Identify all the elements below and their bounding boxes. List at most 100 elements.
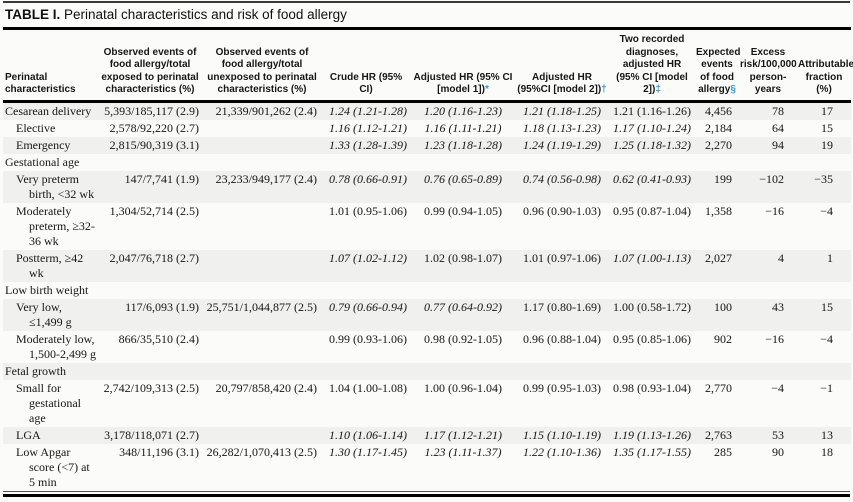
row-label: Postterm, ≥42 wk: [16, 250, 84, 280]
row-label: LGA: [16, 427, 41, 442]
col-header-perinatal-characteristics: Perinatal characteristics: [3, 28, 97, 103]
cell-adjusted-hr-model1: 0.99 (0.94-1.05): [424, 203, 502, 218]
cell-crude-hr: 1.24 (1.21-1.28): [329, 103, 407, 118]
col-header-adjusted-hr-model1: Adjusted HR (95% CI [model 1])*: [411, 28, 515, 103]
cell-crude-hr: 0.78 (0.66-0.91): [329, 171, 407, 186]
cell-unexposed: [203, 331, 321, 363]
table-row-moderately-low: Moderately low, 1,500-2,499 g 866/35,510…: [3, 331, 851, 363]
cell-unexposed: [203, 203, 321, 250]
col-header-excess-risk: Excess risk/100,000 person-years: [739, 28, 797, 103]
cell-adjusted-hr-model2: 0.96 (0.88-1.04): [523, 331, 601, 346]
cell-crude-hr: 1.30 (1.17-1.45): [329, 444, 407, 459]
cell-unexposed: 21,339/901,262 (2.4): [215, 103, 317, 118]
table-row-postterm: Postterm, ≥42 wk 2,047/76,718 (2.7) 1.07…: [3, 249, 851, 282]
section-row-gestational-age: Gestational age: [3, 154, 851, 171]
cell-crude-hr: 1.01 (0.95-1.06): [329, 203, 407, 218]
cell-exposed: 147/7,741 (1.9): [124, 171, 199, 186]
table-row-elective: Elective 2,578/92,220 (2.7) 1.16 (1.12-1…: [3, 120, 851, 137]
cell-attributable-fraction: 15: [821, 120, 833, 135]
cell-excess-risk: 53: [772, 427, 784, 442]
cell-attributable-fraction: 1: [827, 250, 833, 265]
cell-excess-risk: 90: [772, 444, 784, 459]
cell-unexposed: 20,797/858,420 (2.4): [215, 380, 317, 395]
footnote-dagger: †: [601, 84, 607, 95]
cell-adjusted-hr-model1: 0.98 (0.92-1.05): [424, 331, 502, 346]
cell-attributable-fraction: −4: [820, 203, 833, 218]
cell-attributable-fraction: 19: [821, 137, 833, 152]
cell-crude-hr: 1.07 (1.02-1.12): [329, 250, 407, 265]
cell-expected-events: 2,770: [705, 380, 732, 395]
table-row-lga: LGA 3,178/118,071 (2.7) 1.10 (1.06-1.14)…: [3, 426, 851, 444]
cell-excess-risk: −16: [765, 203, 784, 218]
table-row-small-for-gestational-age: Small for gestational age 2,742/109,313 …: [3, 380, 851, 427]
row-label: Elective: [16, 120, 56, 135]
cell-adjusted-hr-model2: 0.99 (0.95-1.03): [523, 380, 601, 395]
cell-unexposed: 26,282/1,070,413 (2.5): [206, 444, 317, 459]
col-header-observed-unexposed: Observed events of food allergy/total un…: [203, 28, 321, 103]
cell-excess-risk: 94: [772, 137, 784, 152]
cell-expected-events: 2,763: [705, 427, 732, 442]
cell-adjusted-hr-model2: 1.17 (0.80-1.69): [523, 299, 601, 314]
cell-two-recorded: 1.21 (1.16-1.26): [613, 103, 691, 118]
cell-adjusted-hr-model2: 1.01 (0.97-1.06): [523, 250, 601, 265]
cell-adjusted-hr-model1: 1.00 (0.96-1.04): [424, 380, 502, 395]
row-label: Very preterm birth, <32 wk: [16, 171, 95, 201]
cell-excess-risk: −4: [771, 380, 784, 395]
perinatal-characteristics-table: Perinatal characteristics Observed event…: [3, 27, 853, 491]
cell-exposed: 1,304/52,714 (2.5): [109, 203, 199, 218]
section-label: Low birth weight: [5, 282, 89, 297]
cell-two-recorded: 0.95 (0.85-1.06): [613, 331, 691, 346]
cell-two-recorded: 1.19 (1.13-1.26): [613, 427, 691, 442]
cell-adjusted-hr-model2: 1.24 (1.19-1.29): [523, 137, 601, 152]
cell-expected-events: 1,358: [705, 203, 732, 218]
cell-two-recorded: 1.35 (1.17-1.55): [613, 444, 691, 459]
footnote-double-dagger: ‡: [655, 84, 661, 95]
cell-two-recorded: 0.98 (0.93-1.04): [613, 380, 691, 395]
row-label: Very low, ≤1,499 g: [16, 299, 72, 329]
cell-attributable-fraction: −4: [820, 331, 833, 346]
cell-adjusted-hr-model1: 0.77 (0.64-0.92): [424, 299, 502, 314]
table-row-low-apgar: Low Apgar score (<7) at 5 min 348/11,196…: [3, 444, 851, 491]
cell-adjusted-hr-model1: 1.20 (1.16-1.23): [424, 103, 502, 118]
cell-exposed: 348/11,196 (3.1): [119, 444, 199, 459]
bottom-thick-rule: [3, 493, 850, 497]
cell-expected-events: 199: [714, 171, 732, 186]
bottom-thin-rule: [3, 490, 850, 492]
cell-crude-hr: 1.16 (1.12-1.21): [329, 120, 407, 135]
cell-exposed: 2,578/92,220 (2.7): [109, 120, 199, 135]
cell-two-recorded: 1.17 (1.10-1.24): [613, 120, 691, 135]
row-label: Emergency: [16, 137, 71, 152]
row-label: Moderately preterm, ≥32-36 wk: [16, 203, 95, 248]
cell-crude-hr: 1.33 (1.28-1.39): [329, 137, 407, 152]
row-label: Cesarean delivery: [5, 103, 92, 118]
table-body: Cesarean delivery 5,393/185,117 (2.9) 21…: [3, 101, 851, 491]
table-title: TABLE I. Perinatal characteristics and r…: [3, 3, 850, 27]
section-row-fetal-growth: Fetal growth: [3, 362, 851, 380]
cell-exposed: 5,393/185,117 (2.9): [104, 103, 199, 118]
cell-crude-hr: 1.04 (1.00-1.08): [329, 380, 407, 395]
section-label: Fetal growth: [5, 363, 66, 378]
cell-exposed: 866/35,510 (2.4): [118, 331, 199, 346]
col-header-crude-hr: Crude HR (95% CI): [321, 28, 411, 103]
cell-crude-hr: 0.79 (0.66-0.94): [329, 299, 407, 314]
cell-unexposed: 25,751/1,044,877 (2.5): [206, 299, 317, 314]
cell-expected-events: 285: [714, 444, 732, 459]
col-header-two-recorded-diagnoses: Two recorded diagnoses, adjusted HR (95%…: [609, 28, 695, 103]
cell-adjusted-hr-model1: 1.02 (0.98-1.07): [424, 250, 502, 265]
cell-adjusted-hr-model2: 1.21 (1.18-1.25): [523, 103, 601, 118]
cell-adjusted-hr-model1: 1.16 (1.11-1.21): [424, 120, 502, 135]
cell-adjusted-hr-model2: 0.96 (0.90-1.03): [523, 203, 601, 218]
cell-unexposed: [203, 120, 321, 137]
cell-expected-events: 2,184: [705, 120, 732, 135]
section-label: Gestational age: [5, 154, 80, 169]
footnote-asterisk: *: [484, 84, 489, 95]
cell-adjusted-hr-model1: 1.23 (1.18-1.28): [424, 137, 502, 152]
cell-exposed: 2,742/109,313 (2.5): [103, 380, 199, 395]
cell-attributable-fraction: 13: [821, 427, 833, 442]
cell-excess-risk: −102: [759, 171, 784, 186]
row-label: Low Apgar score (<7) at 5 min: [16, 444, 90, 489]
cell-expected-events: 2,027: [705, 250, 732, 265]
row-label: Moderately low, 1,500-2,499 g: [16, 331, 96, 361]
table-row-very-low: Very low, ≤1,499 g 117/6,093 (1.9) 25,75…: [3, 298, 851, 331]
table-header: Perinatal characteristics Observed event…: [3, 28, 853, 103]
